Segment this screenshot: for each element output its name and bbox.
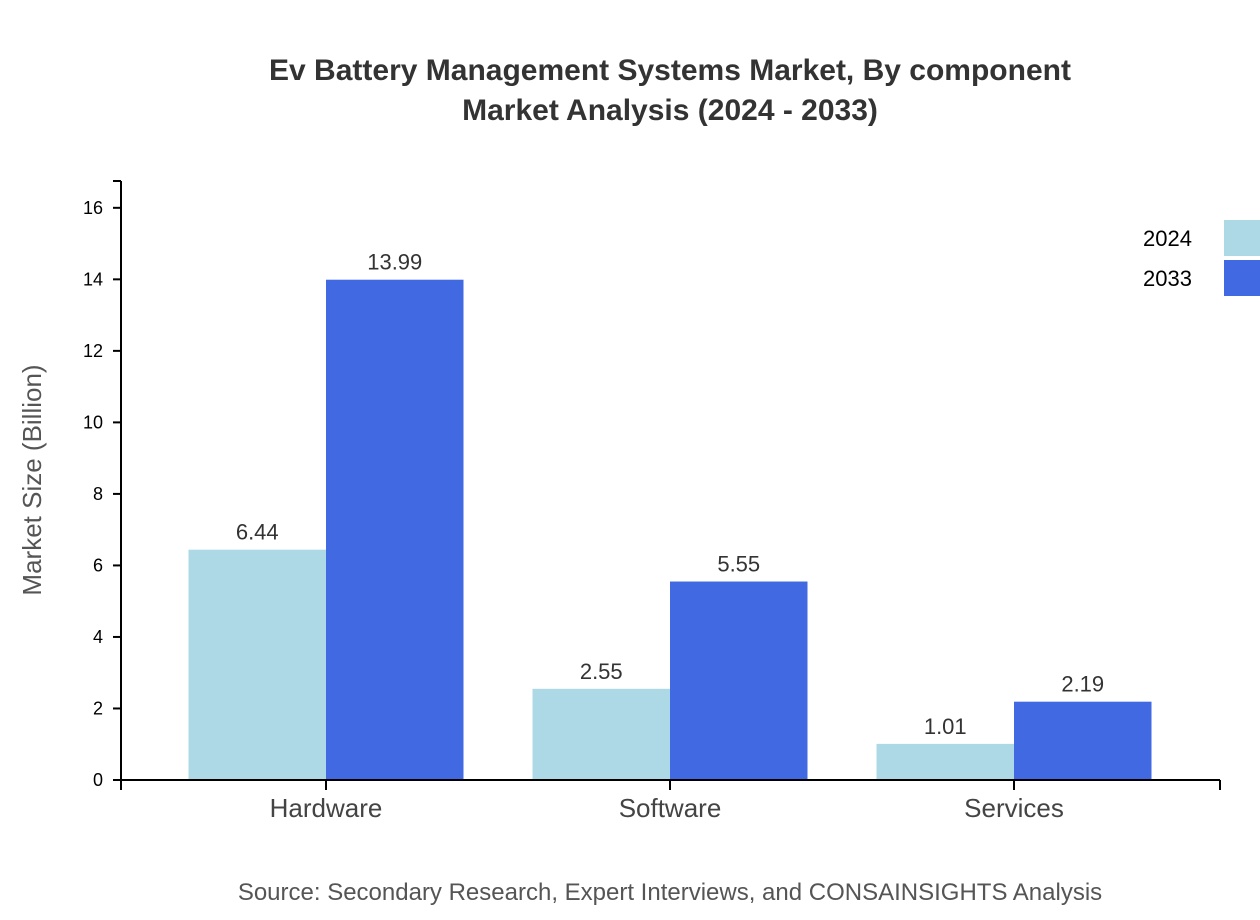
data-label: 13.99 — [367, 250, 422, 275]
data-label: 2.19 — [1061, 672, 1104, 697]
y-tick-label: 4 — [93, 627, 103, 647]
y-axis-label: Market Size (Billion) — [17, 364, 47, 595]
legend-swatch — [1224, 260, 1260, 296]
y-tick-label: 10 — [83, 412, 103, 432]
y-tick-label: 0 — [93, 770, 103, 790]
bar-2024-services — [876, 743, 1014, 780]
y-tick-label: 2 — [93, 698, 103, 718]
bar-2024-software — [532, 688, 670, 780]
legend-label: 2033 — [1143, 266, 1192, 291]
bar-2033-software — [670, 581, 808, 780]
legend-label: 2024 — [1143, 226, 1192, 251]
y-tick-label: 12 — [83, 341, 103, 361]
y-tick-label: 6 — [93, 555, 103, 575]
x-tick-label: Hardware — [270, 793, 383, 823]
data-label: 6.44 — [236, 520, 279, 545]
source-note: Source: Secondary Research, Expert Inter… — [238, 879, 1102, 906]
chart-title-line-2: Market Analysis (2024 - 2033) — [462, 94, 878, 127]
data-label: 5.55 — [717, 552, 760, 577]
legend-swatch — [1224, 220, 1260, 256]
x-tick-label: Services — [964, 793, 1064, 823]
x-tick-label: Software — [619, 793, 722, 823]
bar-2024-hardware — [188, 549, 326, 780]
y-tick-label: 16 — [83, 198, 103, 218]
y-tick-label: 8 — [93, 484, 103, 504]
data-label: 1.01 — [924, 714, 967, 739]
chart-title-line-1: Ev Battery Management Systems Market, By… — [269, 54, 1071, 87]
bar-2033-services — [1014, 701, 1152, 780]
y-tick-label: 14 — [83, 269, 103, 289]
bar-2033-hardware — [326, 279, 464, 780]
data-label: 2.55 — [580, 659, 623, 684]
